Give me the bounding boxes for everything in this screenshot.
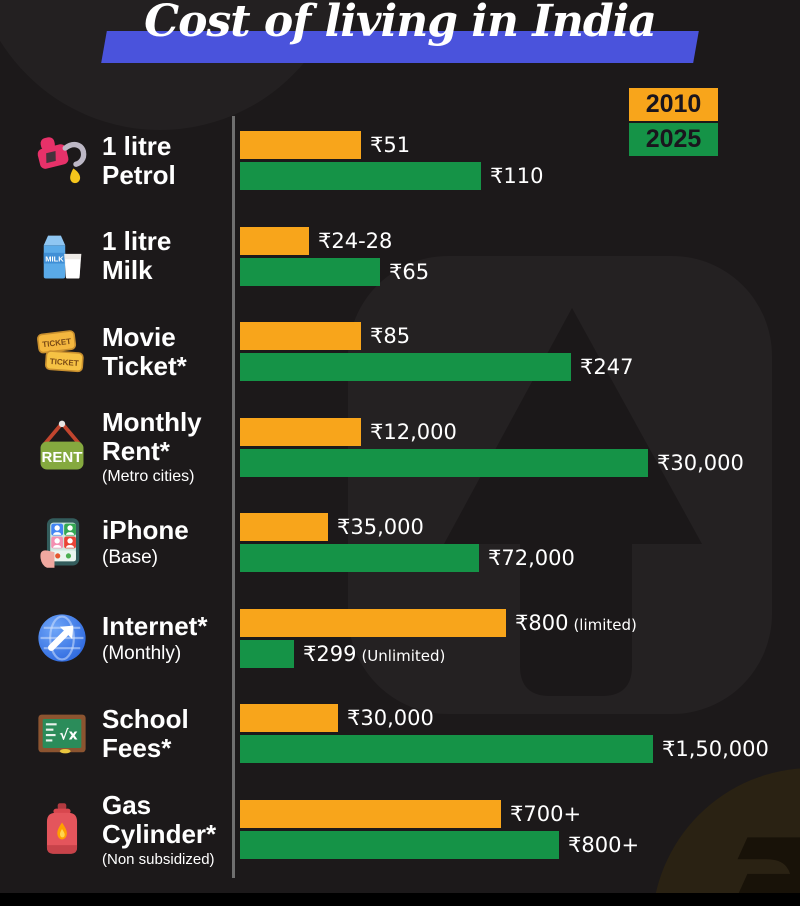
- value-2025-gas: ₹800+: [568, 832, 640, 857]
- bar-2010-iphone: [240, 513, 328, 542]
- bar-2025-gas: [240, 830, 559, 859]
- svg-text:√x: √x: [59, 727, 77, 743]
- legend-2010: 2010: [629, 88, 718, 121]
- value-2010-milk: ₹24-28: [318, 228, 393, 253]
- category-label: iPhone (Base): [102, 515, 189, 569]
- category-label: 1 litre Milk: [102, 226, 172, 286]
- bar-2010-movie: [240, 322, 361, 351]
- value-2010-rent: ₹12,000: [370, 419, 457, 444]
- bar-2010-milk: [240, 226, 309, 255]
- legend: 2010 2025: [629, 88, 718, 158]
- value-2025-school: ₹1,50,000: [662, 737, 769, 762]
- category-label: School Fees*: [102, 703, 189, 763]
- svg-text:RENT: RENT: [42, 449, 84, 466]
- chart-row-gas-cylinder: Gas Cylinder* (Non subsidized) ₹700+ ₹80…: [0, 782, 800, 878]
- bar-2025-iphone: [240, 544, 479, 573]
- category-label: Gas Cylinder* (Non subsidized): [102, 789, 217, 868]
- value-2025-rent: ₹30,000: [657, 450, 744, 475]
- bar-2025-school: [240, 735, 653, 764]
- page-title: Cost of living in India: [144, 0, 657, 47]
- movie-ticket-icon: TICKET TICKET: [31, 322, 93, 382]
- category-label: Movie Ticket*: [102, 321, 187, 381]
- value-2010-internet: ₹800 (limited): [515, 610, 637, 635]
- bar-2010-petrol: [240, 131, 361, 160]
- smartphone-icon: [31, 513, 93, 573]
- value-2010-school: ₹30,000: [347, 706, 434, 731]
- bar-2025-milk: [240, 257, 380, 286]
- milk-icon: MILK: [31, 226, 93, 286]
- chart-row-internet: Internet* (Monthly) ₹800 (limited) ₹299 (U…: [0, 591, 800, 687]
- chart-row-rent: RENT Monthly Rent* (Metro cities) ₹12,00…: [0, 400, 800, 496]
- value-2010-iphone: ₹35,000: [337, 515, 424, 540]
- fuel-pump-icon: [31, 131, 93, 191]
- chart-row-school-fees: √x School Fees* ₹30,000 ₹1,50,000: [0, 686, 800, 782]
- bar-2010-rent: [240, 417, 361, 446]
- internet-globe-icon: [31, 608, 93, 668]
- category-label: Internet* (Monthly): [102, 610, 208, 664]
- chart-row-milk: MILK 1 litre Milk ₹24-28: [0, 209, 800, 305]
- bottom-black-strip: [0, 893, 800, 906]
- up-arrow-watermark-icon: [444, 308, 702, 696]
- svg-text:TICKET: TICKET: [49, 357, 79, 368]
- value-2010-gas: ₹700+: [510, 801, 582, 826]
- value-2025-milk: ₹65: [389, 259, 430, 284]
- bar-2010-school: [240, 704, 338, 733]
- bar-2010-gas: [240, 799, 501, 828]
- chart-row-petrol: 1 litre Petrol ₹51 ₹110: [0, 113, 800, 209]
- y-axis-line: [232, 116, 235, 878]
- bar-2025-movie: [240, 353, 571, 382]
- svg-text:TICKET: TICKET: [42, 337, 72, 349]
- value-2010-movie: ₹85: [370, 324, 411, 349]
- category-label: 1 litre Petrol: [102, 130, 176, 190]
- bar-2025-rent: [240, 448, 648, 477]
- value-2025-petrol: ₹110: [490, 164, 544, 189]
- school-board-icon: √x: [31, 704, 93, 764]
- value-2010-petrol: ₹51: [370, 133, 411, 158]
- bar-2010-internet: [240, 608, 506, 637]
- gas-cylinder-icon: [31, 799, 93, 859]
- rent-sign-icon: RENT: [31, 417, 93, 477]
- value-2025-iphone: ₹72,000: [488, 546, 575, 571]
- value-2025-internet: ₹299 (Unlimited): [303, 641, 446, 666]
- svg-text:MILK: MILK: [45, 255, 64, 264]
- chart-rows: 1 litre Petrol ₹51 ₹110: [0, 113, 800, 877]
- chart-row-iphone: iPhone (Base) ₹35,000 ₹72,000: [0, 495, 800, 591]
- bar-2025-petrol: [240, 162, 481, 191]
- chart-row-movie-ticket: TICKET TICKET Movie Ticket*: [0, 304, 800, 400]
- category-label: Monthly Rent* (Metro cities): [102, 407, 202, 486]
- coin-watermark-bottom-right: [653, 768, 800, 906]
- value-2025-movie: ₹247: [580, 355, 634, 380]
- rupee-symbol-watermark: ₹: [726, 793, 800, 906]
- bar-2025-internet: [240, 639, 294, 668]
- legend-2025: 2025: [629, 123, 718, 156]
